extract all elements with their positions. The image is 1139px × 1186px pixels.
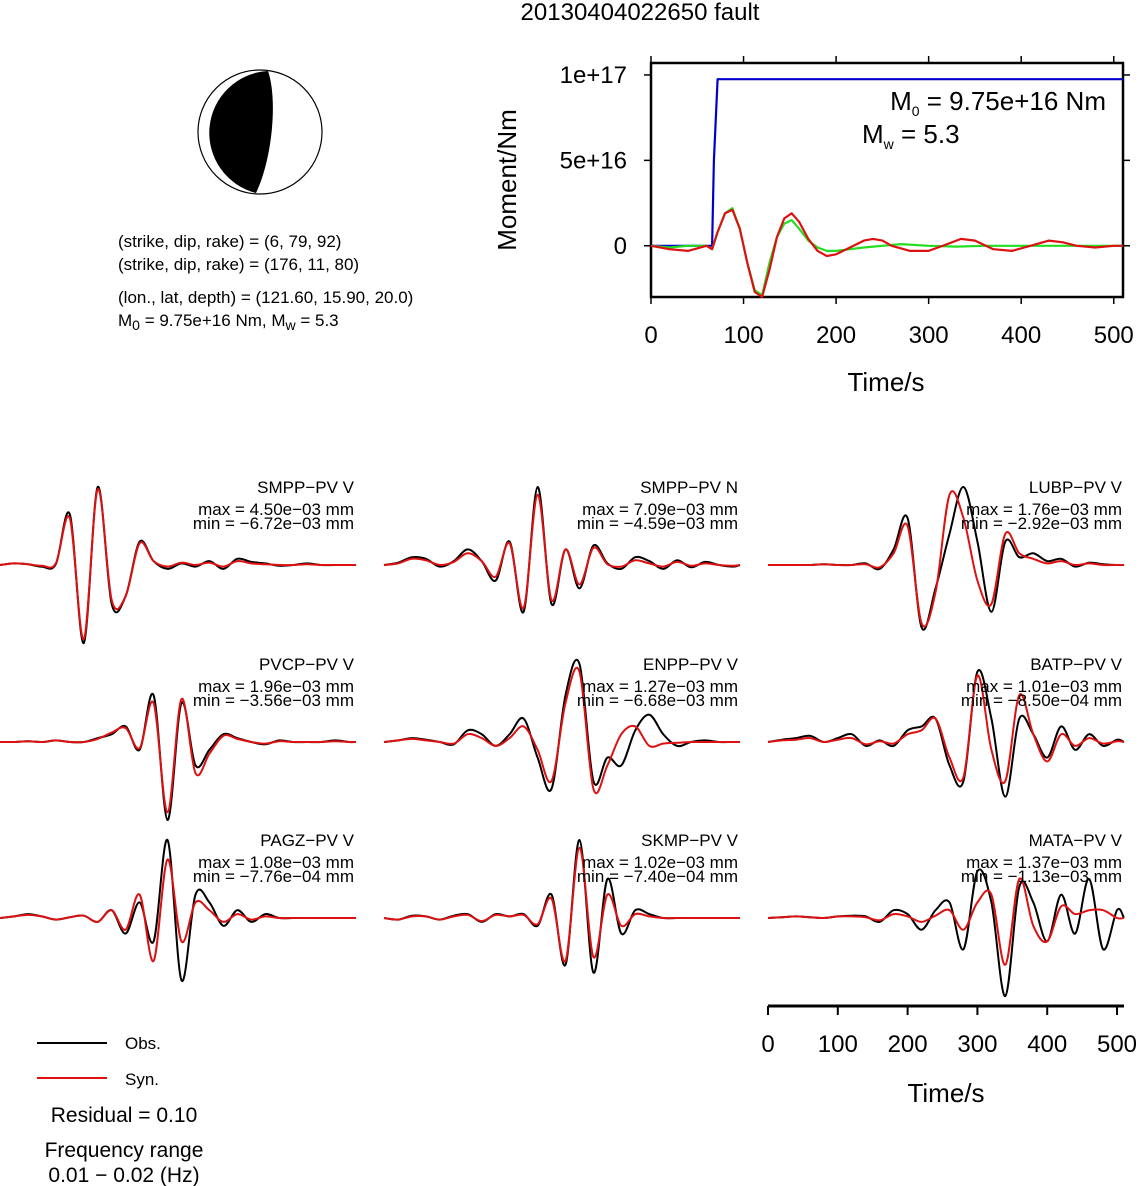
legend: Obs. Syn. Residual = 0.10 Frequency rang…: [37, 1034, 203, 1186]
station-name: PAGZ−PV V: [260, 831, 354, 850]
waveform-x-tick-label: 500: [1097, 1031, 1137, 1058]
synthetic-trace: [383, 493, 741, 610]
waveform-max: max = 7.09e−03 mm: [582, 500, 738, 519]
stf-x-tick-label: 100: [724, 322, 764, 349]
synthetic-trace: [767, 490, 1124, 628]
stf-y-tick-label: 1e+17: [560, 62, 627, 89]
station-name: ENPP−PV V: [643, 655, 739, 674]
synthetic-trace: [767, 877, 1125, 966]
waveform-x-tick-label: 400: [1027, 1031, 1067, 1058]
stf-x-tick-label: 400: [1001, 322, 1041, 349]
station-name: MATA−PV V: [1029, 831, 1123, 850]
synthetic-trace: [0, 488, 356, 641]
waveform-x-tick-label: 100: [818, 1031, 858, 1058]
station-name: PVCP−PV V: [259, 655, 355, 674]
stf-annotation-m0: M0 = 9.75e+16 Nm: [890, 86, 1106, 119]
stf-x-tick-label: 500: [1094, 322, 1134, 349]
waveform-max: max = 1.96e−03 mm: [198, 677, 354, 696]
waveform-max: max = 1.27e−03 mm: [582, 677, 738, 696]
waveform-max: max = 1.01e−03 mm: [966, 677, 1122, 696]
station-name: SMPP−PV N: [640, 478, 738, 497]
waveform-min: min = −6.72e−03 mm: [193, 514, 354, 533]
stf-y-tick-label: 5e+16: [560, 147, 627, 174]
waveform-max: max = 1.08e−03 mm: [198, 853, 354, 872]
stf-series-2: [650, 208, 1123, 299]
waveform-max: max = 4.50e−03 mm: [198, 500, 354, 519]
synthetic-trace: [383, 846, 740, 963]
stf-x-axis-label: Time/s: [847, 367, 924, 397]
waveform-time-axis: Time/s 0 100 200 300 400 500: [761, 1004, 1137, 1108]
station-name: LUBP−PV V: [1029, 478, 1123, 497]
residual-text: Residual = 0.10: [51, 1104, 198, 1127]
waveform-max: max = 1.76e−03 mm: [966, 500, 1122, 519]
station-name: SKMP−PV V: [641, 831, 739, 850]
frequency-range-title: Frequency range: [45, 1139, 204, 1162]
waveform-max: max = 1.37e−03 mm: [966, 853, 1122, 872]
waveform-x-tick-label: 300: [957, 1031, 997, 1058]
frequency-range-value: 0.01 − 0.02 (Hz): [48, 1164, 199, 1186]
waveform-max: max = 1.02e−03 mm: [582, 853, 738, 872]
stf-y-axis-label: Moment/Nm: [492, 109, 522, 251]
waveform-min: min = −8.50e−04 mm: [961, 691, 1122, 710]
mechanism-plane-2: (strike, dip, rake) = (176, 11, 80): [118, 255, 359, 274]
stf-series-group: [650, 78, 1123, 299]
waveform-min: min = −7.40e−04 mm: [577, 867, 738, 886]
stf-axis-ticks: 0 100 200 300 400 500 0 5e+16 1e+17: [560, 56, 1134, 349]
stf-x-tick-label: 300: [909, 322, 949, 349]
waveform-min: min = −3.56e−03 mm: [193, 691, 354, 710]
synthetic-trace: [0, 698, 357, 814]
waveform-x-tick-label: 200: [888, 1031, 928, 1058]
station-name: SMPP−PV V: [257, 478, 355, 497]
hypocenter-location: (lon., lat, depth) = (121.60, 15.90, 20.…: [118, 288, 413, 307]
stf-y-tick-label: 0: [614, 233, 627, 260]
legend-syn-label: Syn.: [125, 1070, 159, 1089]
waveform-x-tick-label: 0: [761, 1031, 774, 1058]
stf-plot-frame: [649, 61, 1125, 299]
waveform-x-axis-label: Time/s: [907, 1078, 984, 1108]
synthetic-trace: [383, 667, 740, 795]
waveform-min: min = −6.68e−03 mm: [577, 691, 738, 710]
waveform-min: min = −2.92e−03 mm: [961, 514, 1122, 533]
moment-magnitude-summary: M0 = 9.75e+16 Nm, Mw = 5.3: [118, 311, 339, 333]
mechanism-plane-1: (strike, dip, rake) = (6, 79, 92): [118, 232, 341, 251]
figure-title: 20130404022650 fault: [521, 0, 760, 26]
beachball-compression-quadrant: [209, 71, 273, 193]
stf-annotation-mw: Mw = 5.3: [862, 119, 960, 152]
observed-trace: [767, 868, 1125, 998]
stf-x-tick-label: 0: [644, 322, 657, 349]
waveform-min: min = −1.13e−03 mm: [961, 867, 1122, 886]
synthetic-trace: [0, 858, 356, 962]
stf-x-tick-label: 200: [816, 322, 856, 349]
station-name: BATP−PV V: [1030, 655, 1122, 674]
waveform-min: min = −7.76e−04 mm: [193, 867, 354, 886]
legend-obs-label: Obs.: [125, 1034, 161, 1053]
synthetic-trace: [767, 674, 1125, 784]
focal-mechanism-beachball: [197, 69, 323, 195]
waveform-min: min = −4.59e−03 mm: [577, 514, 738, 533]
moment-rate-plot: 0 100 200 300 400 500 0 5e+16 1e+17 M0 = 9.75e+1…: [492, 56, 1134, 397]
